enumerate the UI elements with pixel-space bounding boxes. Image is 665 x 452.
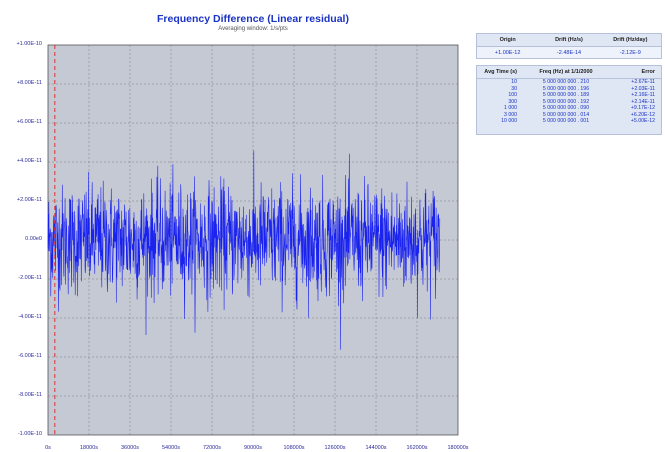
avg-header-time: Avg Time (s) — [484, 69, 517, 75]
y-tick-label: 0.00e0 — [25, 236, 42, 242]
avg-table-row: 10 000 5 000 000 000 . 001 +5.00E-12 — [477, 118, 661, 125]
summary-origin-value: +1.00E-12 — [494, 49, 521, 56]
avg-table-body: 10 5 000 000 000 . 210 +2.67E-11 30 5 000 00… — [477, 79, 661, 125]
chart-subtitle: Averaging window: 1/s/pts — [218, 26, 288, 32]
avg-time-cell: 3 000 — [504, 111, 517, 118]
y-tick-label: -8.00E-11 — [18, 392, 42, 398]
avg-time-cell: 300 — [508, 98, 517, 105]
y-tick-label: -4.00E-11 — [18, 314, 42, 320]
summary-drift-hz-s-value: -2.48E-14 — [556, 49, 582, 56]
x-tick-label: 18000s — [79, 445, 99, 451]
freq-cell: 5 000 000 000 . 090 — [542, 105, 590, 112]
y-tick-label: +6.00E-11 — [16, 119, 42, 125]
freq-cell: 5 000 000 000 . 196 — [542, 85, 590, 92]
summary-header-row: Origin Drift (Hz/s) Drift (Hz/day) — [477, 34, 661, 46]
freq-cell: 5 000 000 000 . 210 — [542, 79, 590, 86]
x-tick-label: 126000s — [324, 445, 346, 451]
summary-value-row: +1.00E-12 -2.48E-14 -2.12E-9 — [477, 47, 661, 58]
x-tick-label: 90000s — [243, 445, 263, 451]
y-tick-label: +1.00E-10 — [16, 41, 42, 47]
summary-header-drift-hz-s: Drift (Hz/s) — [555, 37, 583, 43]
avg-time-cell: 10 000 — [501, 118, 517, 125]
error-cell: +5.00E-12 — [630, 118, 655, 125]
error-cell: +2.03E-11 — [631, 85, 655, 92]
error-cell: +9.17E-12 — [630, 105, 655, 112]
freq-cell: 5 000 000 000 . 014 — [542, 111, 590, 118]
avg-table-row: 300 5 000 000 000 . 192 +2.14E-11 — [477, 99, 661, 106]
avg-table-row: 100 5 000 000 000 . 189 +2.16E-11 — [477, 92, 661, 99]
avg-time-cell: 100 — [508, 92, 517, 99]
avg-table-row: 10 5 000 000 000 . 210 +2.67E-11 — [477, 79, 661, 86]
avg-time-cell: 10 — [511, 79, 517, 86]
x-tick-label: 108000s — [283, 445, 305, 451]
avg-header-freq: Freq (Hz) at 1/1/2000 — [539, 69, 593, 75]
freq-cell: 5 000 000 000 . 001 — [542, 118, 590, 125]
y-tick-label: +2.00E-11 — [16, 197, 42, 203]
averaging-table: Avg Time (s) Freq (Hz) at 1/1/2000 Error… — [476, 65, 662, 135]
x-tick-label: 144000s — [365, 445, 387, 451]
avg-table-row: 30 5 000 000 000 . 196 +2.03E-11 — [477, 86, 661, 93]
y-tick-label: -2.00E-11 — [18, 275, 42, 281]
y-tick-label: -6.00E-11 — [18, 353, 42, 359]
summary-header-origin: Origin — [499, 37, 516, 43]
avg-time-cell: 1 000 — [504, 105, 517, 112]
error-cell: +2.14E-11 — [631, 98, 655, 105]
chart-title: Frequency Difference (Linear residual) — [157, 13, 349, 25]
y-tick-label: +4.00E-11 — [16, 158, 42, 164]
x-tick-label: 180000s — [447, 445, 469, 451]
x-tick-label: 0s — [45, 445, 51, 451]
avg-time-cell: 30 — [511, 85, 517, 92]
x-tick-label: 162000s — [406, 445, 428, 451]
x-tick-label: 54000s — [161, 445, 181, 451]
y-tick-label: +8.00E-11 — [16, 80, 42, 86]
frequency-trace — [47, 150, 441, 350]
avg-table-row: 1 000 5 000 000 000 . 090 +9.17E-12 — [477, 105, 661, 112]
frequency-chart[interactable] — [0, 0, 470, 452]
freq-cell: 5 000 000 000 . 192 — [542, 98, 590, 105]
x-tick-label: 72000s — [202, 445, 222, 451]
x-tick-label: 36000s — [120, 445, 140, 451]
y-tick-label: -1.00E-10 — [17, 431, 42, 437]
error-cell: +2.67E-11 — [631, 79, 655, 86]
error-cell: +6.20E-12 — [630, 111, 655, 118]
drift-summary-panel: Origin Drift (Hz/s) Drift (Hz/day) +1.00… — [476, 33, 662, 59]
avg-header-error: Error — [641, 69, 655, 75]
summary-drift-hz-day-value: -2.12E-9 — [619, 49, 641, 56]
avg-table-header: Avg Time (s) Freq (Hz) at 1/1/2000 Error — [477, 66, 661, 78]
avg-table-row: 3 000 5 000 000 000 . 014 +6.20E-12 — [477, 112, 661, 119]
error-cell: +2.16E-11 — [631, 92, 655, 99]
summary-header-drift-hz-day: Drift (Hz/day) — [613, 37, 648, 43]
freq-cell: 5 000 000 000 . 189 — [542, 92, 590, 99]
